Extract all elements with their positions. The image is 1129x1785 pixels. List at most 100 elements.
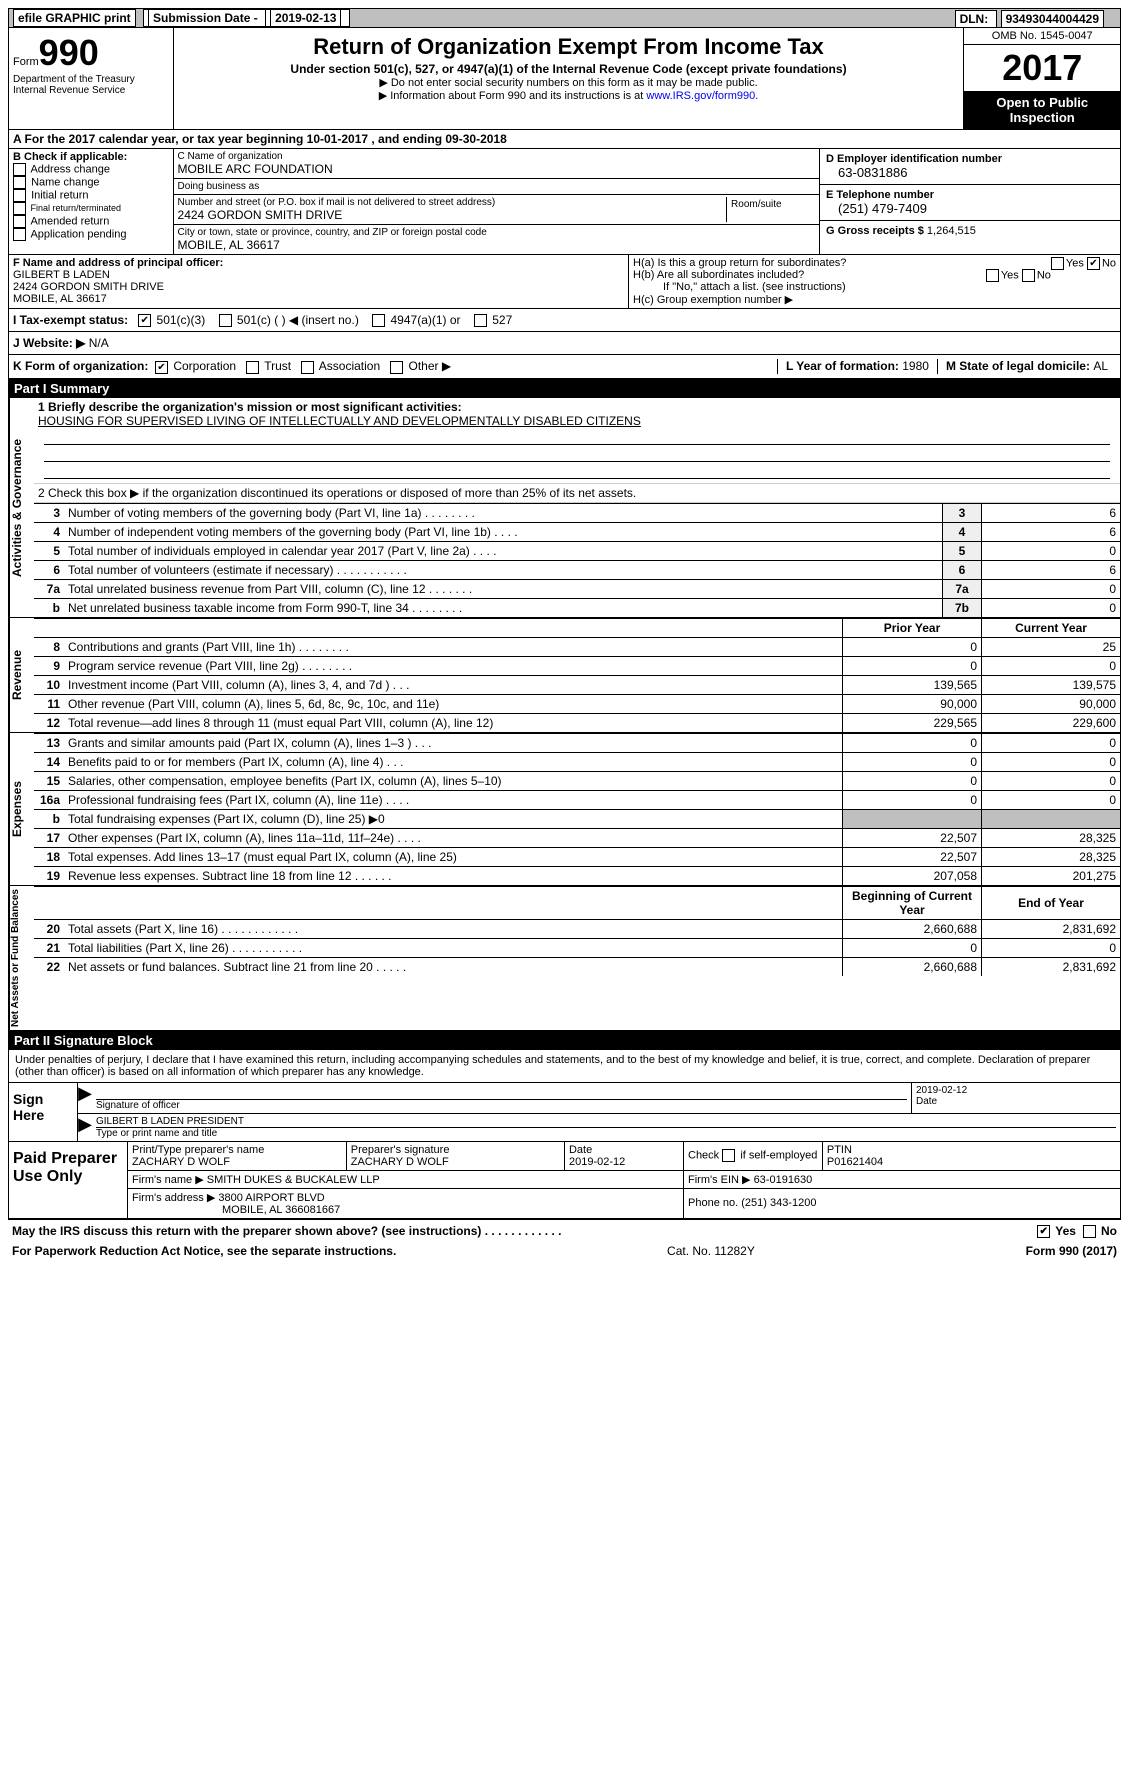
- officer-name: GILBERT B LADEN: [13, 269, 624, 281]
- firm-phone: (251) 343-1200: [741, 1197, 816, 1209]
- date-label: Date: [916, 1096, 937, 1107]
- table-row: 21Total liabilities (Part X, line 26) . …: [34, 938, 1120, 957]
- form-footer: Form 990 (2017): [1026, 1244, 1117, 1258]
- part2-header: Part II Signature Block: [8, 1031, 1121, 1050]
- cb-4947[interactable]: [372, 314, 385, 327]
- perjury-statement: Under penalties of perjury, I declare th…: [8, 1050, 1121, 1083]
- table-row: 3Number of voting members of the governi…: [34, 503, 1120, 522]
- room-label: Room/suite: [731, 199, 811, 210]
- table-row: 15Salaries, other compensation, employee…: [34, 771, 1120, 790]
- dept-treasury: Department of the Treasury: [13, 74, 169, 85]
- cb-trust[interactable]: [246, 361, 259, 374]
- sign-here-label: Sign Here: [9, 1083, 78, 1141]
- firm-name: SMITH DUKES & BUCKALEW LLP: [207, 1174, 380, 1186]
- officer-name-title: GILBERT B LADEN PRESIDENT: [96, 1116, 1116, 1128]
- paid-preparer-block: Paid Preparer Use Only Print/Type prepar…: [8, 1142, 1121, 1219]
- table-row: bNet unrelated business taxable income f…: [34, 598, 1120, 617]
- section-fh: F Name and address of principal officer:…: [8, 254, 1121, 309]
- irs-discuss-row: May the IRS discuss this return with the…: [8, 1219, 1121, 1242]
- mission-line: 1 Briefly describe the organization's mi…: [34, 398, 1120, 484]
- self-employed-check[interactable]: Check if self-employed: [684, 1142, 823, 1171]
- part1-activities: Activities & Governance 1 Briefly descri…: [8, 398, 1121, 618]
- org-name: MOBILE ARC FOUNDATION: [178, 162, 816, 176]
- table-row: 13Grants and similar amounts paid (Part …: [34, 733, 1120, 752]
- tab-revenue: Revenue: [9, 618, 34, 732]
- column-b: B Check if applicable: Address change Na…: [9, 149, 174, 254]
- table-row: 10Investment income (Part VIII, column (…: [34, 675, 1120, 694]
- street-value: 2424 GORDON SMITH DRIVE: [178, 208, 727, 222]
- efile-badge: efile GRAPHIC print: [13, 9, 136, 27]
- cb-discuss-yes[interactable]: [1037, 1225, 1050, 1238]
- cb-final-return[interactable]: Final return/terminated: [13, 202, 169, 215]
- column-h: H(a) Is this a group return for subordin…: [629, 255, 1120, 308]
- officer-city: MOBILE, AL 36617: [13, 293, 624, 305]
- table-row: bTotal fundraising expenses (Part IX, co…: [34, 809, 1120, 828]
- cb-501c[interactable]: [219, 314, 232, 327]
- table-row: 16aProfessional fundraising fees (Part I…: [34, 790, 1120, 809]
- firm-ein: 63-0191630: [754, 1174, 813, 1186]
- prep-name-label: Print/Type preparer's name: [132, 1144, 342, 1156]
- cb-501c3[interactable]: [138, 314, 151, 327]
- ptin-label: PTIN: [827, 1144, 1116, 1156]
- street-label: Number and street (or P.O. box if mail i…: [178, 197, 727, 208]
- cb-association[interactable]: [301, 361, 314, 374]
- city-label: City or town, state or province, country…: [178, 227, 816, 238]
- firm-addr2: MOBILE, AL 366081667: [132, 1204, 340, 1216]
- table-row: 18Total expenses. Add lines 13–17 (must …: [34, 847, 1120, 866]
- note-ssn: ▶ Do not enter social security numbers o…: [182, 76, 956, 89]
- prep-date: 2019-02-12: [569, 1156, 679, 1168]
- org-name-label: C Name of organization: [178, 151, 816, 162]
- form-title: Return of Organization Exempt From Incom…: [182, 34, 956, 60]
- cb-initial-return[interactable]: Initial return: [13, 189, 169, 202]
- cb-amended-return[interactable]: Amended return: [13, 215, 169, 228]
- gross-value: 1,264,515: [927, 225, 976, 237]
- row-a-tax-year: A For the 2017 calendar year, or tax yea…: [8, 130, 1121, 149]
- hdr-prior-year: Prior Year: [843, 618, 982, 637]
- dln: DLN: 93493044004429: [951, 11, 1112, 27]
- cb-527[interactable]: [474, 314, 487, 327]
- submission-badge: Submission Date - 2019-02-13: [143, 9, 350, 27]
- cb-other[interactable]: [390, 361, 403, 374]
- part1-netassets: Net Assets or Fund Balances Beginning of…: [8, 886, 1121, 1031]
- ptin-value: P01621404: [827, 1156, 1116, 1168]
- part1-header: Part I Summary: [8, 379, 1121, 398]
- header-left: Form990 Department of the Treasury Inter…: [9, 28, 174, 129]
- arrow-icon: ▶: [78, 1114, 92, 1141]
- cb-name-change[interactable]: Name change: [13, 176, 169, 189]
- table-row: 19Revenue less expenses. Subtract line 1…: [34, 866, 1120, 885]
- year-formation: L Year of formation: 1980: [777, 359, 937, 373]
- column-d: D Employer identification number 63-0831…: [819, 149, 1120, 254]
- table-governance: 3Number of voting members of the governi…: [34, 503, 1120, 617]
- cb-discuss-no[interactable]: [1083, 1225, 1096, 1238]
- arrow-icon: ▶: [78, 1083, 92, 1113]
- prep-sig: ZACHARY D WOLF: [351, 1156, 560, 1168]
- sign-here-block: Sign Here ▶ Signature of officer 2019-02…: [8, 1083, 1121, 1142]
- table-row: 4Number of independent voting members of…: [34, 522, 1120, 541]
- row-k-form-org: K Form of organization: Corporation Trus…: [8, 355, 1121, 378]
- table-expenses: 13Grants and similar amounts paid (Part …: [34, 733, 1120, 885]
- header-right: OMB No. 1545-0047 2017 Open to Public In…: [963, 28, 1120, 129]
- table-netassets: Beginning of Current YearEnd of Year 20T…: [34, 886, 1120, 976]
- table-row: 11Other revenue (Part VIII, column (A), …: [34, 694, 1120, 713]
- irs-link[interactable]: www.IRS.gov/form990: [646, 90, 755, 102]
- pra-notice: For Paperwork Reduction Act Notice, see …: [12, 1244, 396, 1258]
- table-row: 7aTotal unrelated business revenue from …: [34, 579, 1120, 598]
- tab-netassets: Net Assets or Fund Balances: [9, 886, 34, 1030]
- footer: For Paperwork Reduction Act Notice, see …: [8, 1242, 1121, 1260]
- cb-application-pending[interactable]: Application pending: [13, 228, 169, 241]
- hdr-end-year: End of Year: [982, 886, 1121, 919]
- cb-corporation[interactable]: [155, 361, 168, 374]
- firm-addr-label: Firm's address ▶: [132, 1192, 215, 1204]
- top-bar: efile GRAPHIC print Submission Date - 20…: [8, 8, 1121, 28]
- cb-address-change[interactable]: Address change: [13, 163, 169, 176]
- row-j-website: J Website: ▶ N/A: [8, 332, 1121, 355]
- firm-ein-label: Firm's EIN ▶: [688, 1174, 751, 1186]
- hdr-begin-year: Beginning of Current Year: [843, 886, 982, 919]
- website-value: N/A: [89, 336, 109, 350]
- tax-year: 2017: [964, 45, 1120, 91]
- paid-preparer-label: Paid Preparer Use Only: [9, 1142, 128, 1218]
- ein-label: D Employer identification number: [826, 153, 1114, 165]
- table-row: 17Other expenses (Part IX, column (A), l…: [34, 828, 1120, 847]
- header-center: Return of Organization Exempt From Incom…: [174, 28, 964, 129]
- form-header: Form990 Department of the Treasury Inter…: [8, 28, 1121, 130]
